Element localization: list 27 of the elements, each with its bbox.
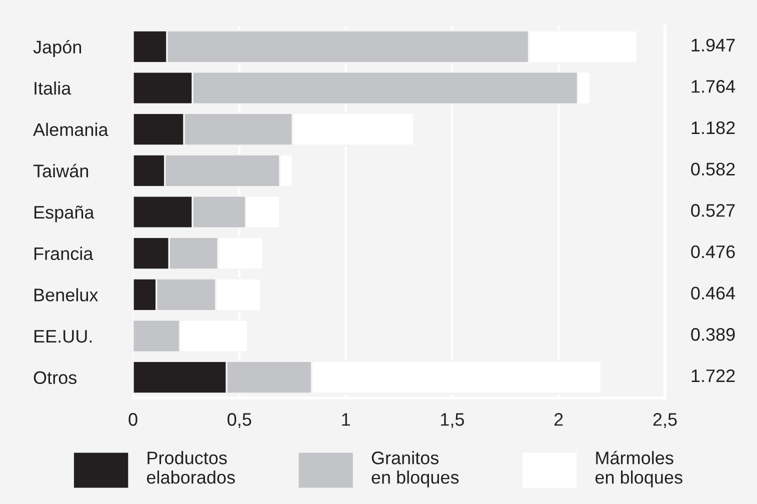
y-tick-label: Italia — [34, 81, 72, 95]
text: 0.464 — [691, 286, 736, 300]
text: 1.764 — [692, 80, 736, 93]
legend-label: Mármoles en bloques — [595, 450, 682, 488]
text: 0.582 — [691, 162, 735, 176]
y-tick-label: Otros — [34, 371, 76, 384]
text: 0.476 — [691, 245, 735, 258]
x-tick-label: 2,5 — [653, 413, 677, 428]
x-tick-label: 1,5 — [441, 413, 464, 428]
y-tick-label: Japón — [33, 40, 82, 58]
x-tick-label: 0,5 — [228, 413, 252, 428]
x-tick-label: 1 — [342, 413, 350, 426]
text: 1.182 — [692, 121, 735, 134]
text: 0.389 — [691, 328, 735, 341]
x-tick-label: 2 — [554, 413, 563, 426]
text: 0.527 — [691, 204, 735, 217]
y-tick-label: Francia — [34, 246, 94, 260]
legend-label: Granitos en bloques — [372, 451, 459, 488]
y-tick-label: España — [34, 206, 94, 222]
y-tick-label: Alemania — [33, 122, 108, 136]
y-tick-label: Taiwán — [33, 164, 88, 178]
legend-label: Productos elaborados — [146, 451, 235, 484]
y-tick-label: Benelux — [34, 288, 98, 302]
y-tick-label: EE.UU. — [34, 330, 92, 343]
x-tick-label: 0 — [128, 413, 138, 426]
text: 1.722 — [692, 369, 735, 382]
text: 1.947 — [692, 38, 735, 52]
